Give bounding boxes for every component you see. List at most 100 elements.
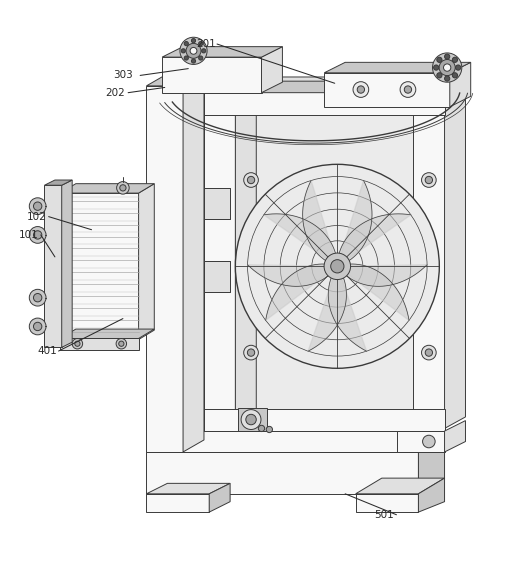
Polygon shape (60, 338, 139, 350)
Polygon shape (356, 478, 445, 494)
Polygon shape (146, 74, 204, 86)
Polygon shape (146, 483, 230, 494)
Polygon shape (44, 185, 62, 347)
Circle shape (437, 73, 442, 78)
Circle shape (201, 49, 206, 53)
Circle shape (456, 65, 461, 70)
Circle shape (353, 82, 369, 98)
Circle shape (235, 164, 439, 368)
Polygon shape (356, 494, 418, 512)
Circle shape (191, 38, 196, 43)
Circle shape (422, 173, 436, 187)
Circle shape (452, 57, 458, 63)
Circle shape (433, 53, 462, 82)
Circle shape (117, 182, 129, 194)
Circle shape (191, 59, 196, 63)
Circle shape (190, 47, 197, 54)
Polygon shape (418, 478, 445, 512)
Circle shape (116, 338, 127, 349)
Polygon shape (146, 452, 418, 494)
Polygon shape (337, 265, 427, 287)
Text: 303: 303 (113, 70, 133, 81)
Polygon shape (337, 180, 372, 266)
Polygon shape (450, 63, 471, 107)
Polygon shape (262, 47, 282, 92)
Polygon shape (209, 483, 230, 512)
Polygon shape (62, 180, 72, 347)
Polygon shape (238, 408, 267, 431)
Polygon shape (413, 89, 445, 429)
Circle shape (439, 60, 455, 76)
Circle shape (244, 345, 258, 360)
Polygon shape (146, 494, 209, 512)
Circle shape (241, 409, 261, 430)
Circle shape (445, 54, 450, 59)
Polygon shape (146, 437, 445, 452)
Circle shape (324, 253, 350, 280)
Circle shape (199, 56, 203, 60)
Circle shape (331, 259, 344, 273)
Polygon shape (324, 63, 471, 73)
Polygon shape (204, 408, 445, 431)
Circle shape (423, 435, 435, 448)
Polygon shape (418, 437, 445, 494)
Polygon shape (235, 77, 256, 429)
Circle shape (357, 86, 365, 93)
Polygon shape (146, 86, 183, 452)
Circle shape (33, 202, 42, 210)
Circle shape (266, 426, 272, 433)
Polygon shape (204, 77, 465, 89)
Polygon shape (204, 81, 465, 92)
Circle shape (33, 231, 42, 239)
Circle shape (29, 289, 46, 306)
Circle shape (425, 349, 433, 356)
Text: 202: 202 (105, 87, 125, 98)
Circle shape (29, 318, 46, 335)
Polygon shape (183, 431, 408, 452)
Circle shape (434, 65, 439, 70)
Text: 101: 101 (19, 230, 39, 240)
Polygon shape (44, 180, 72, 185)
Circle shape (29, 227, 46, 243)
Circle shape (404, 86, 412, 93)
Polygon shape (324, 73, 450, 107)
Circle shape (452, 73, 458, 78)
Polygon shape (204, 261, 230, 293)
Circle shape (181, 49, 185, 53)
Circle shape (120, 185, 126, 191)
Circle shape (75, 341, 80, 346)
Circle shape (247, 349, 255, 356)
Polygon shape (60, 329, 154, 338)
Circle shape (258, 425, 265, 431)
Circle shape (186, 43, 201, 58)
Polygon shape (204, 89, 445, 114)
Polygon shape (60, 193, 139, 340)
Polygon shape (162, 47, 282, 57)
Polygon shape (303, 180, 337, 266)
Polygon shape (445, 77, 465, 429)
Polygon shape (328, 266, 367, 351)
Polygon shape (408, 421, 429, 452)
Circle shape (29, 198, 46, 214)
Polygon shape (445, 421, 465, 452)
Circle shape (119, 341, 124, 346)
Circle shape (445, 76, 450, 81)
Circle shape (437, 57, 442, 63)
Polygon shape (162, 57, 262, 92)
Circle shape (184, 42, 188, 46)
Polygon shape (183, 421, 429, 431)
Polygon shape (264, 214, 337, 266)
Circle shape (180, 37, 207, 64)
Polygon shape (397, 431, 445, 452)
Polygon shape (183, 74, 204, 452)
Circle shape (422, 345, 436, 360)
Text: 102: 102 (27, 212, 47, 222)
Circle shape (400, 82, 416, 98)
Circle shape (33, 293, 42, 302)
Polygon shape (204, 89, 235, 429)
Polygon shape (308, 266, 346, 351)
Circle shape (244, 173, 258, 187)
Polygon shape (266, 264, 337, 320)
Polygon shape (247, 265, 337, 287)
Polygon shape (204, 188, 230, 219)
